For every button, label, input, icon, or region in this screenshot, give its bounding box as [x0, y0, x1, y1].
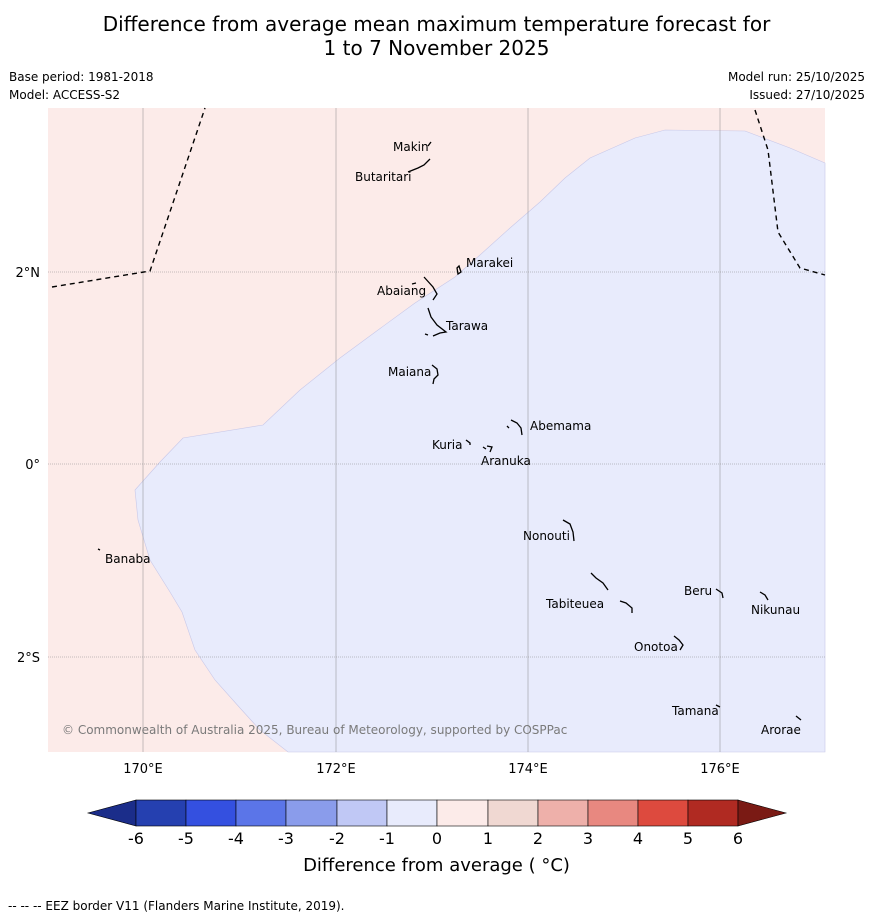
colorbar-bin-6: [386, 799, 438, 827]
colorbar-bin-11: [637, 799, 689, 827]
island-kuria: [465, 439, 471, 445]
colorbar-tick: 6: [732, 829, 744, 848]
metadata-left: Base period: 1981-2018 Model: ACCESS-S2: [9, 68, 154, 104]
axis-labels: 2°N 0° 2°S 170°E 172°E 174°E 176°E: [16, 266, 740, 777]
colorbar-bin-12: [687, 799, 739, 827]
model-run: Model run: 25/10/2025: [727, 70, 865, 84]
colorbar-title: Difference from average ( °C): [303, 855, 570, 876]
colorbar-tick: -4: [228, 829, 244, 848]
label-maiana: Maiana: [388, 365, 431, 379]
colorbar-tick: -5: [178, 829, 194, 848]
island-tabiteuea: [590, 572, 633, 613]
label-nonouti: Nonouti: [523, 529, 570, 543]
colorbar: [86, 799, 788, 827]
island-outlines: [97, 141, 802, 721]
colorbar-bin-3: [235, 799, 287, 827]
colorbar-extend-high: [737, 799, 788, 827]
island-makin: [427, 141, 432, 147]
colorbar-tick: -6: [128, 829, 144, 848]
label-banaba: Banaba: [105, 552, 151, 566]
issued-date: Issued: 27/10/2025: [749, 88, 865, 102]
lat-label-2n: 2°N: [16, 266, 41, 281]
eez-border-west: [51, 107, 206, 288]
colorbar-tick: 3: [582, 829, 594, 848]
eez-border-east: [754, 109, 826, 276]
gridlines: [48, 108, 825, 752]
label-beru: Beru: [684, 584, 712, 598]
label-abemama: Abemama: [530, 419, 591, 433]
colorbar-bin-7: [436, 799, 489, 827]
model-name: Model: ACCESS-S2: [9, 88, 121, 102]
island-nonouti: [562, 519, 575, 542]
cool-region: [134, 129, 826, 753]
colorbar-tick: 2: [532, 829, 544, 848]
colorbar-bin-4: [285, 799, 338, 827]
label-arorae: Arorae: [761, 723, 801, 737]
colorbar-tick: -2: [329, 829, 345, 848]
colorbar-bin-9: [537, 799, 589, 827]
title-line-1: Difference from average mean maximum tem…: [102, 12, 771, 36]
copyright-credit: © Commonwealth of Australia 2025, Bureau…: [62, 723, 568, 737]
metadata-right: Model run: 25/10/2025 Issued: 27/10/2025: [728, 68, 865, 104]
lon-label-172e: 172°E: [316, 762, 356, 777]
title-line-2: 1 to 7 November 2025: [323, 36, 550, 60]
island-beru: [715, 588, 724, 599]
island-tarawa: [424, 307, 448, 337]
colorbar-bin-10: [587, 799, 639, 827]
island-marakei: [456, 264, 462, 276]
label-kuria: Kuria: [432, 438, 463, 452]
colorbar-tick: -3: [278, 829, 294, 848]
lat-label-2s: 2°S: [17, 651, 40, 666]
colorbar-tick: 1: [482, 829, 494, 848]
label-makin: Makin: [393, 140, 429, 154]
colorbar-tick: 0: [431, 829, 443, 848]
lat-label-0: 0°: [25, 458, 40, 473]
colorbar-tick: -1: [379, 829, 395, 848]
label-onotoa: Onotoa: [634, 640, 678, 654]
colorbar-tick: 5: [682, 829, 694, 848]
colorbar-bin-5: [336, 799, 388, 827]
island-abemama: [506, 419, 523, 436]
colorbar-tick: 4: [632, 829, 644, 848]
label-tabiteuea: Tabiteuea: [545, 597, 604, 611]
island-onotoa: [673, 635, 684, 651]
label-butaritari: Butaritari: [355, 170, 412, 184]
colorbar-bin-2: [185, 799, 237, 827]
label-tamana: Tamana: [671, 704, 719, 718]
island-butaritari: [407, 158, 431, 173]
island-arorae: [795, 715, 802, 721]
island-banaba: [97, 548, 101, 551]
island-abaiang: [411, 276, 438, 301]
eez-borders: [51, 107, 826, 288]
eez-border-note: -- -- -- EEZ border V11 (Flanders Marine…: [8, 899, 345, 913]
island-tamana: [715, 704, 721, 708]
colorbar-bin-1: [135, 799, 187, 827]
lon-label-174e: 174°E: [508, 762, 548, 777]
label-marakei: Marakei: [466, 256, 513, 270]
base-period: Base period: 1981-2018: [9, 70, 154, 84]
colorbar-bin-8: [487, 799, 539, 827]
label-abaiang: Abaiang: [377, 284, 426, 298]
lon-label-176e: 176°E: [700, 762, 740, 777]
place-labels: Makin Butaritari Marakei Abaiang Tarawa …: [105, 140, 801, 737]
island-nikunau: [759, 591, 769, 601]
island-maiana: [431, 364, 439, 385]
lon-label-170e: 170°E: [123, 762, 163, 777]
label-nikunau: Nikunau: [751, 603, 800, 617]
colorbar-extend-low: [86, 799, 137, 827]
map-title: Difference from average mean maximum tem…: [0, 12, 873, 60]
label-aranuka: Aranuka: [481, 454, 531, 468]
island-aranuka: [482, 445, 493, 453]
label-tarawa: Tarawa: [445, 319, 488, 333]
